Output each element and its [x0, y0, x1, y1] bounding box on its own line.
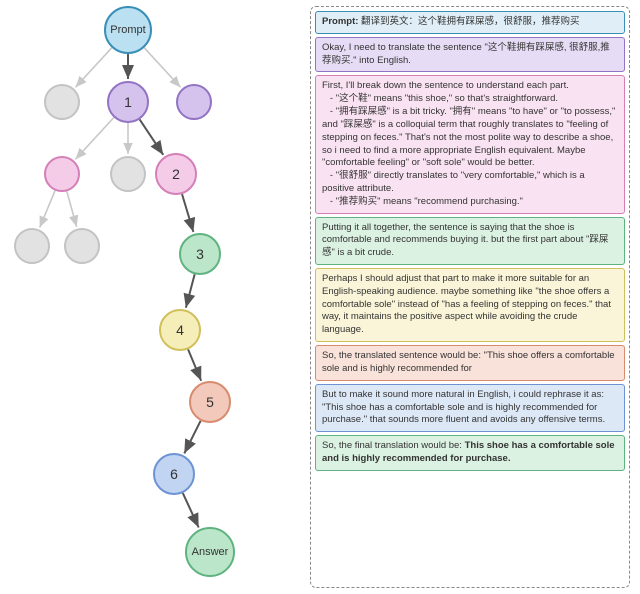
tb6: But to make it sound more natural in Eng… — [315, 384, 625, 432]
node-g4 — [110, 156, 146, 192]
edge-n2-n3 — [182, 194, 193, 232]
node-g3 — [44, 156, 80, 192]
edges-layer — [0, 0, 310, 594]
node-n5: 5 — [189, 381, 231, 423]
tree-diagram: Prompt 12 3 4 5 6 Answer — [0, 0, 310, 594]
node-answer: Answer — [185, 527, 235, 577]
edge-n3-n4 — [186, 274, 195, 307]
edge-prompt-g1 — [76, 48, 112, 88]
reasoning-panel: Prompt: 翻译到英文：这个鞋拥有踩屎感，很舒服，推荐购买 Okay, I n… — [310, 6, 630, 588]
edge-n1-g3 — [76, 117, 114, 159]
node-n3: 3 — [179, 233, 221, 275]
tb5: So, the translated sentence would be: "T… — [315, 345, 625, 381]
tb2: First, I'll break down the sentence to u… — [315, 75, 625, 213]
node-prompt: Prompt — [104, 6, 152, 54]
edge-prompt-g2 — [144, 48, 180, 88]
node-n1: 1 — [107, 81, 149, 123]
node-g1 — [44, 84, 80, 120]
tb3: Putting it all together, the sentence is… — [315, 217, 625, 265]
edge-g3-g5 — [40, 191, 55, 228]
node-n4: 4 — [159, 309, 201, 351]
node-g6 — [64, 228, 100, 264]
tb-prompt: Prompt: 翻译到英文：这个鞋拥有踩屎感，很舒服，推荐购买 — [315, 11, 625, 34]
edge-n5-n6 — [184, 421, 200, 454]
node-n6: 6 — [153, 453, 195, 495]
edge-n1-n2 — [140, 119, 164, 154]
edge-g3-g6 — [67, 191, 77, 226]
edge-n6-answer — [183, 493, 199, 527]
node-g5 — [14, 228, 50, 264]
node-n2: 2 — [155, 153, 197, 195]
edge-n4-n5 — [188, 349, 201, 380]
tb4: Perhaps I should adjust that part to mak… — [315, 268, 625, 342]
tb1: Okay, I need to translate the sentence "… — [315, 37, 625, 73]
tb-answer: So, the final translation would be: This… — [315, 435, 625, 471]
node-g2 — [176, 84, 212, 120]
